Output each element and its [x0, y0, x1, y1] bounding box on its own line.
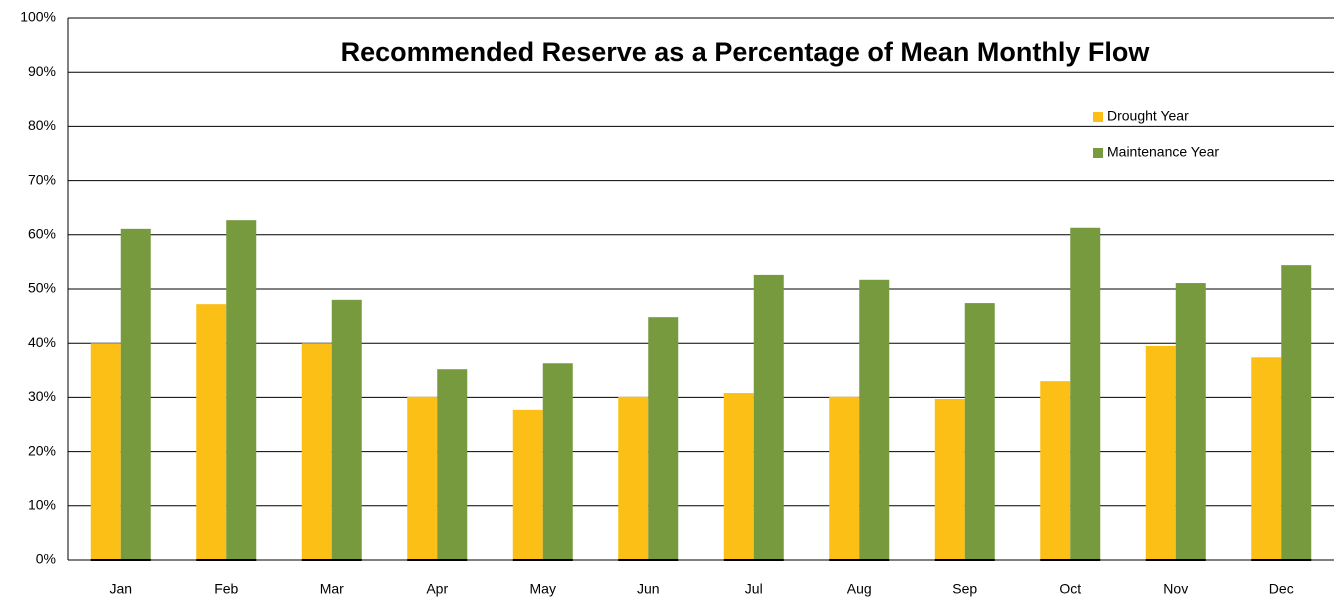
bar	[1251, 357, 1282, 560]
y-tick-label: 40%	[28, 334, 56, 350]
x-tick-label: Jul	[745, 581, 763, 597]
bar	[407, 396, 438, 560]
bar	[437, 369, 468, 560]
bar	[934, 399, 965, 560]
bar	[331, 299, 362, 560]
chart-title: Recommended Reserve as a Percentage of M…	[341, 37, 1151, 67]
bar	[196, 304, 227, 560]
bar	[1281, 265, 1312, 560]
y-tick-label: 70%	[28, 171, 56, 187]
bar	[723, 393, 754, 560]
bar	[512, 409, 543, 560]
legend-swatch	[1093, 112, 1103, 122]
x-tick-label: May	[530, 581, 556, 597]
x-tick-label: Dec	[1269, 581, 1294, 597]
y-tick-label: 10%	[28, 497, 56, 513]
bar	[90, 343, 121, 560]
y-tick-label: 60%	[28, 226, 56, 242]
legend-label: Maintenance Year	[1107, 144, 1219, 160]
bar	[753, 274, 784, 560]
bar	[542, 363, 573, 560]
y-tick-label: 100%	[20, 9, 56, 25]
bar	[618, 396, 649, 560]
bar	[1040, 381, 1071, 560]
x-tick-label: Jun	[637, 581, 660, 597]
bar	[859, 279, 890, 560]
x-tick-label: Jan	[109, 581, 132, 597]
bar	[648, 317, 679, 560]
legend-label: Drought Year	[1107, 108, 1189, 124]
x-tick-label: Nov	[1163, 581, 1188, 597]
y-tick-label: 50%	[28, 280, 56, 296]
bar	[1145, 345, 1176, 560]
bar	[964, 303, 995, 560]
y-tick-label: 20%	[28, 442, 56, 458]
bar	[226, 220, 257, 560]
bar	[829, 396, 860, 560]
x-tick-label: Sep	[952, 581, 977, 597]
x-tick-label: Oct	[1059, 581, 1081, 597]
x-tick-label: Apr	[426, 581, 448, 597]
y-tick-label: 90%	[28, 63, 56, 79]
bar	[1070, 227, 1101, 560]
legend-swatch	[1093, 148, 1103, 158]
bar	[120, 228, 151, 560]
y-tick-label: 0%	[36, 551, 56, 567]
x-tick-label: Mar	[320, 581, 344, 597]
y-tick-label: 80%	[28, 117, 56, 133]
bar	[1175, 283, 1206, 560]
y-tick-label: 30%	[28, 388, 56, 404]
bar	[301, 343, 332, 560]
x-tick-label: Aug	[847, 581, 872, 597]
x-tick-label: Feb	[214, 581, 238, 597]
